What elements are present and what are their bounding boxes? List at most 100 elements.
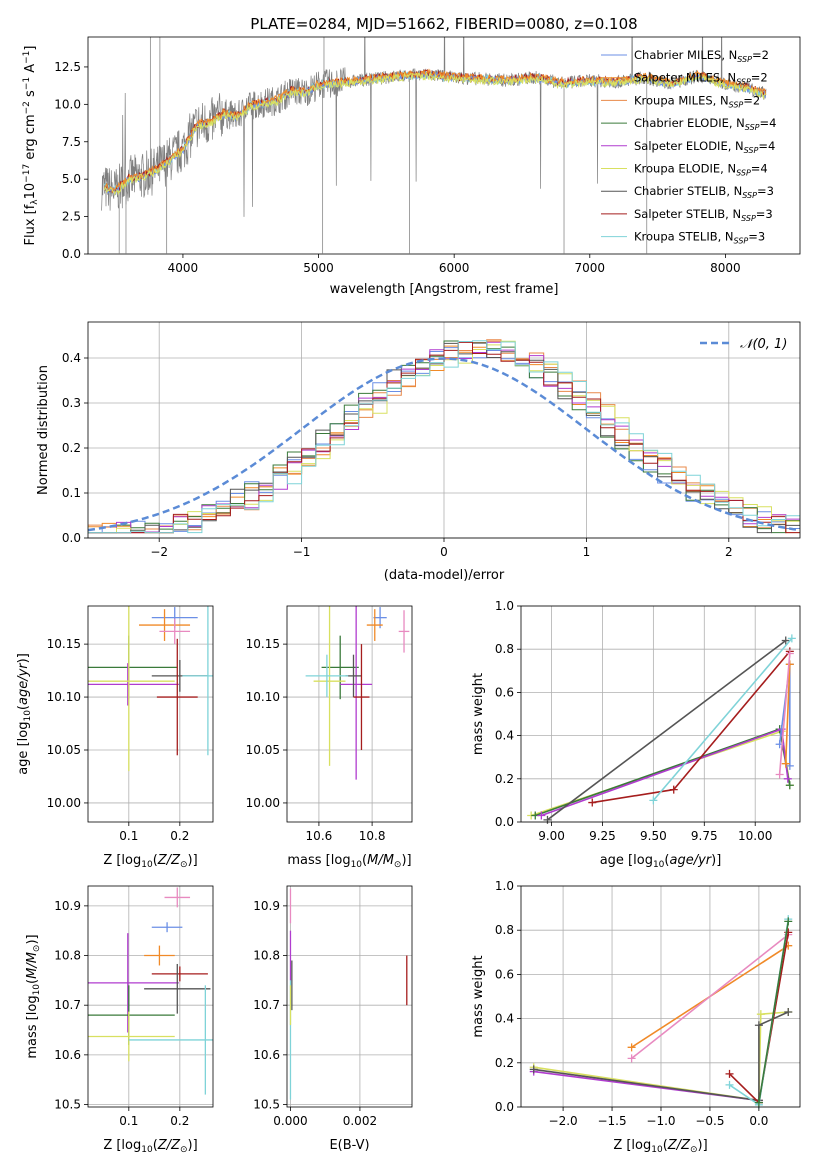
x-tick-label: 8000: [710, 261, 741, 275]
y-axis-label: Flux [fλ10−17 erg cm−2 s−1 A−1]: [22, 46, 40, 246]
y-axis-label-part: A: [23, 64, 38, 77]
x-tick-label: 4000: [168, 261, 199, 275]
y-axis-label-part: age/yr: [16, 662, 31, 705]
axes-frame: [520, 605, 801, 823]
weight-marker: [754, 1098, 763, 1107]
legend-entry-sub: SSP: [736, 169, 751, 178]
axes-frame: [87, 605, 214, 823]
x-tick-label: −1.5: [597, 1114, 626, 1128]
x-tick-label: −1.0: [646, 1114, 675, 1128]
weight-line: [778, 653, 791, 775]
weight-line: [758, 921, 790, 1103]
y-tick-label: 0.2: [495, 772, 514, 786]
x-axis-label: (data-model)/error: [384, 568, 505, 583]
x-axis-label-part: Z/Z: [157, 853, 181, 868]
weight-marker: [785, 761, 794, 770]
legend-entry: Chabrier STELIB, NSSP=3: [634, 184, 774, 200]
legend-entry-main: Chabrier ELODIE, N: [634, 116, 745, 130]
y-tick-label: 10.15: [246, 637, 280, 651]
y-tick-label: 10.15: [47, 637, 81, 651]
legend-entry-sub: SSP: [742, 191, 757, 200]
x-tick-label: 0.2: [170, 1114, 189, 1128]
y-axis-label-part: (: [25, 979, 40, 984]
axes-frame: [520, 885, 801, 1108]
y-axis-label-part: −1: [22, 51, 32, 64]
legend-entry-sub: SSP: [729, 100, 744, 109]
y-axis-label-part: mass weight: [471, 673, 486, 755]
y-tick-label: 10.5: [54, 1098, 81, 1112]
weight-marker: [775, 770, 784, 779]
weight-line: [592, 650, 791, 804]
x-axis-label-part: )]: [188, 853, 198, 868]
legend-entry: Kroupa STELIB, NSSP=3: [634, 230, 765, 246]
spectrum-model-salpeter_miles: [104, 68, 767, 193]
x-axis-label-part: 10: [141, 860, 153, 870]
x-axis-label-part: )]: [401, 853, 411, 868]
y-tick-label: 10.05: [47, 743, 81, 757]
x-axis-label-part: (: [362, 853, 367, 868]
weight-marker: [649, 796, 658, 805]
x-axis-label-part: (: [663, 1138, 668, 1153]
y-tick-label: 10.5: [253, 1098, 280, 1112]
x-tick-label: 2: [725, 545, 733, 559]
y-tick-label: 1.0: [495, 879, 514, 893]
y-axis-label-part: 10: [23, 183, 38, 200]
x-axis-label-part: Z/Z: [157, 1138, 181, 1153]
y-tick-label: 5.0: [62, 172, 81, 186]
y-tick-label: 0.8: [495, 923, 514, 937]
y-tick-label: 10.10: [47, 690, 81, 704]
y-tick-label: 0.2: [495, 1056, 514, 1070]
legend-entry-tail: =3: [748, 230, 765, 244]
legend-entry-sub: SSP: [736, 78, 751, 87]
legend-entry-tail: =4: [751, 162, 768, 176]
legend-entry-tail: =3: [757, 184, 774, 198]
x-axis-label: age [log10(age/yr)]: [600, 853, 722, 870]
axes-frame: [87, 36, 801, 255]
residual-hist-kroupa_stelib: [88, 340, 800, 534]
y-tick-label: 10.00: [47, 796, 81, 810]
y-tick-label: 0.1: [62, 486, 81, 500]
weight-line: [631, 933, 789, 1060]
y-tick-label: 0.0: [62, 531, 81, 545]
y-axis-label-part: mass [log: [25, 995, 40, 1058]
x-tick-label: 10.00: [738, 829, 772, 843]
x-tick-label: 0.2: [170, 829, 189, 843]
x-tick-label: 9.25: [589, 829, 616, 843]
y-tick-label: 0.4: [62, 351, 81, 365]
y-tick-label: 10.05: [246, 743, 280, 757]
legend-entry-main: Salpeter STELIB, N: [634, 207, 741, 221]
legend-entry: Salpeter STELIB, NSSP=3: [634, 207, 773, 223]
weight-marker: [588, 798, 597, 807]
y-axis-label-part: )]: [16, 653, 31, 663]
x-axis-label-part: )]: [711, 853, 721, 868]
y-tick-label: 10.10: [246, 690, 280, 704]
y-axis-label-part: −2: [22, 101, 32, 114]
weight-marker: [669, 785, 678, 794]
legend-entry-sub: SSP: [744, 146, 759, 155]
x-tick-label: 9.50: [640, 829, 667, 843]
axes-frame: [87, 885, 214, 1108]
x-axis-label-part: )]: [698, 1138, 708, 1153]
weight-marker: [543, 815, 552, 824]
x-axis-label-part: 10: [653, 860, 665, 870]
legend-entry-tail: =2: [752, 48, 769, 62]
x-axis-label: Z [log10(Z/Z⊙)]: [103, 1138, 197, 1155]
x-axis-label-part: Z [log: [103, 1138, 141, 1153]
x-tick-label: 0.0: [749, 1114, 768, 1128]
legend-entry-main: Salpeter MILES, N: [634, 71, 736, 85]
weight-marker: [725, 1080, 734, 1089]
x-axis-label-part: ⊙: [690, 1145, 698, 1155]
legend-entry-main: Salpeter ELODIE, N: [634, 139, 744, 153]
y-axis-label-part: )]: [25, 934, 40, 944]
residual-hist-salpeter_miles: [88, 340, 800, 534]
x-axis-label-part: ⊙: [180, 1145, 188, 1155]
weight-marker: [627, 1054, 636, 1063]
legend-entry-tail: =2: [751, 71, 768, 85]
weight-marker: [785, 781, 794, 790]
x-tick-label: 1: [583, 545, 591, 559]
x-axis-label: mass [log10(M/M⊙)]: [287, 853, 411, 870]
residual-hist-chabrier_elodie: [88, 340, 800, 534]
x-axis-label-part: (: [153, 853, 158, 868]
x-axis-label: E(B-V): [329, 1138, 369, 1153]
